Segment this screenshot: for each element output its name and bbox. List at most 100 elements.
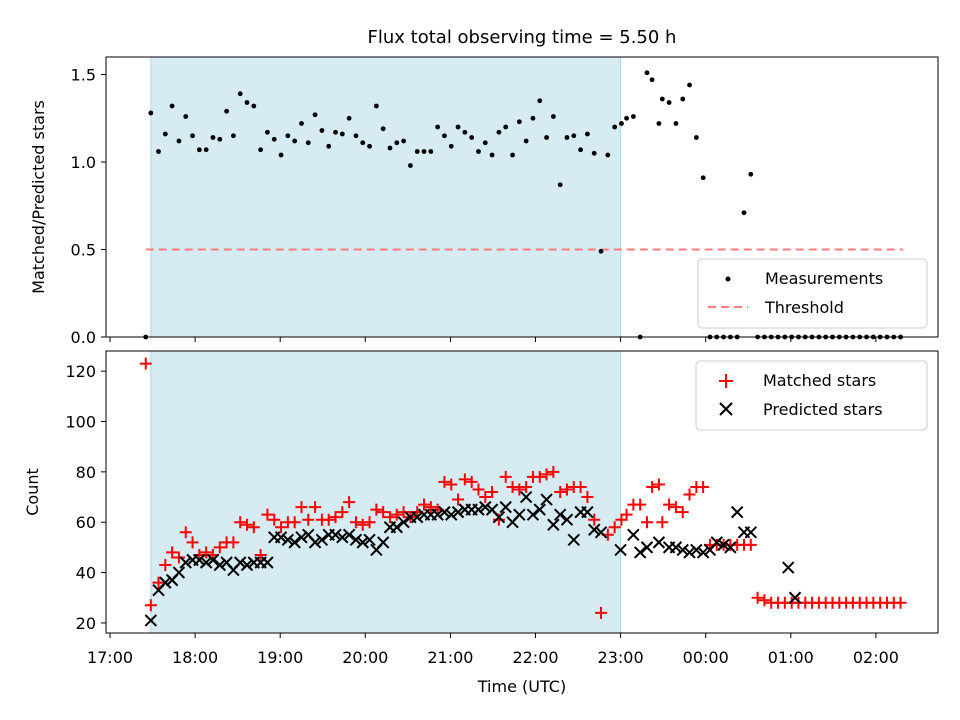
- measurement-point: [550, 114, 556, 119]
- matched-star-point: [486, 486, 499, 498]
- matched-star-point: [144, 599, 157, 612]
- x-tick-label: 00:00: [683, 648, 729, 667]
- matched-star-point: [458, 473, 471, 486]
- predicted-star-point: [744, 526, 758, 539]
- matched-star-point: [172, 551, 185, 564]
- measurement-point: [585, 131, 590, 137]
- measurement-point: [489, 152, 495, 158]
- matched-star-point: [744, 538, 757, 551]
- top-y-tick-label: 0.0: [71, 328, 96, 347]
- matched-star-point: [275, 521, 288, 534]
- matched-star-point: [390, 508, 403, 521]
- matched-star-point: [302, 513, 315, 526]
- bottom-legend: Matched stars Predicted stars: [695, 360, 928, 431]
- matched-star-point: [241, 518, 254, 531]
- measurement-point: [630, 114, 636, 119]
- matched-star-point: [295, 501, 308, 514]
- matched-star-point: [697, 480, 710, 493]
- measurement-point: [462, 129, 468, 135]
- matched-star-point: [540, 468, 553, 481]
- matched-star-point: [513, 483, 526, 496]
- matched-star-point: [894, 596, 907, 609]
- predicted-star-point: [213, 558, 226, 572]
- measurement-point: [503, 124, 509, 130]
- measurement-point: [292, 138, 298, 144]
- measurement-point: [680, 96, 686, 102]
- measurement-point: [564, 135, 570, 140]
- predicted-star-point: [533, 503, 546, 516]
- measurement-point: [278, 152, 284, 158]
- top-panel: 0.0 0.5 1.0 1.5 Matched/Predicted stars Mea…: [29, 56, 939, 347]
- x-tick-label: 19:00: [257, 648, 303, 667]
- x-tick-label: 01:00: [768, 648, 814, 667]
- matched-star-point: [377, 506, 390, 519]
- measurement-point: [230, 133, 236, 139]
- matched-star-point: [383, 511, 396, 524]
- predicted-star-point: [356, 536, 369, 549]
- measurement-point: [693, 135, 699, 140]
- measurement-point: [741, 210, 747, 216]
- predicted-star-point: [233, 556, 247, 569]
- measurement-point: [156, 149, 161, 154]
- measurement-point: [598, 248, 604, 254]
- matched-star-point: [646, 480, 659, 493]
- measurement-point: [537, 98, 543, 104]
- matched-legend-marker: [719, 374, 733, 388]
- matched-star-point: [652, 478, 665, 491]
- x-tick-label: 18:00: [172, 648, 218, 667]
- predicted-star-point: [261, 556, 274, 569]
- top-y-tick-label: 0.5: [71, 241, 96, 260]
- x-tick-label: 22:00: [512, 648, 558, 667]
- matched-star-point: [581, 491, 594, 504]
- x-tick-label: 21:00: [427, 648, 473, 667]
- measurement-point: [196, 147, 202, 153]
- predicted-star-point: [594, 526, 608, 539]
- measurement-point: [169, 103, 175, 109]
- predicted-star-point: [652, 536, 666, 549]
- matched-star-point: [492, 513, 505, 526]
- predicted-star-point: [669, 541, 683, 554]
- measurement-point: [523, 138, 529, 144]
- x-tick-label: 20:00: [342, 648, 388, 667]
- measurement-point: [544, 135, 549, 140]
- matched-star-point: [139, 357, 152, 370]
- measurement-point: [176, 138, 182, 144]
- predicted-legend-marker: [719, 402, 733, 416]
- measurement-point: [659, 96, 665, 102]
- measurement-point: [251, 103, 257, 109]
- bottom-y-tick-label: 20: [76, 614, 96, 633]
- measurement-point: [435, 124, 441, 130]
- matched-star-point: [676, 506, 689, 519]
- predicted-star-point: [492, 510, 506, 524]
- matched-star-point: [547, 465, 560, 478]
- measurement-point: [387, 145, 393, 151]
- measurement-point: [258, 147, 264, 153]
- predicted-star-point: [438, 505, 451, 519]
- matched-star-point: [166, 546, 179, 559]
- matched-star-point: [656, 516, 669, 529]
- matched-star-point: [560, 483, 573, 496]
- predicted-star-point: [547, 518, 560, 531]
- measurement-point: [217, 136, 223, 142]
- predicted-star-point: [633, 546, 647, 559]
- measurement-point: [748, 171, 754, 177]
- bottom-axes-frame: [105, 350, 939, 634]
- measurement-point: [339, 131, 345, 137]
- measurement-point: [401, 138, 406, 144]
- measurement-point: [516, 119, 522, 125]
- matched-star-point: [506, 480, 519, 493]
- top-x-ticks: [109, 337, 877, 342]
- predicted-star-point: [288, 536, 301, 549]
- predicted-star-point: [472, 503, 485, 516]
- measurement-point: [442, 133, 447, 139]
- top-y-tick-label: 1.0: [71, 153, 96, 172]
- x-tick-label: 23:00: [598, 648, 644, 667]
- predicted-star-point: [640, 541, 654, 554]
- measurement-point: [319, 128, 325, 133]
- measurement-point: [624, 115, 629, 121]
- bottom-observing-span: [150, 350, 622, 634]
- matched-star-point: [758, 594, 771, 607]
- matched-star-point: [608, 521, 621, 534]
- predicted-star-point: [553, 508, 567, 521]
